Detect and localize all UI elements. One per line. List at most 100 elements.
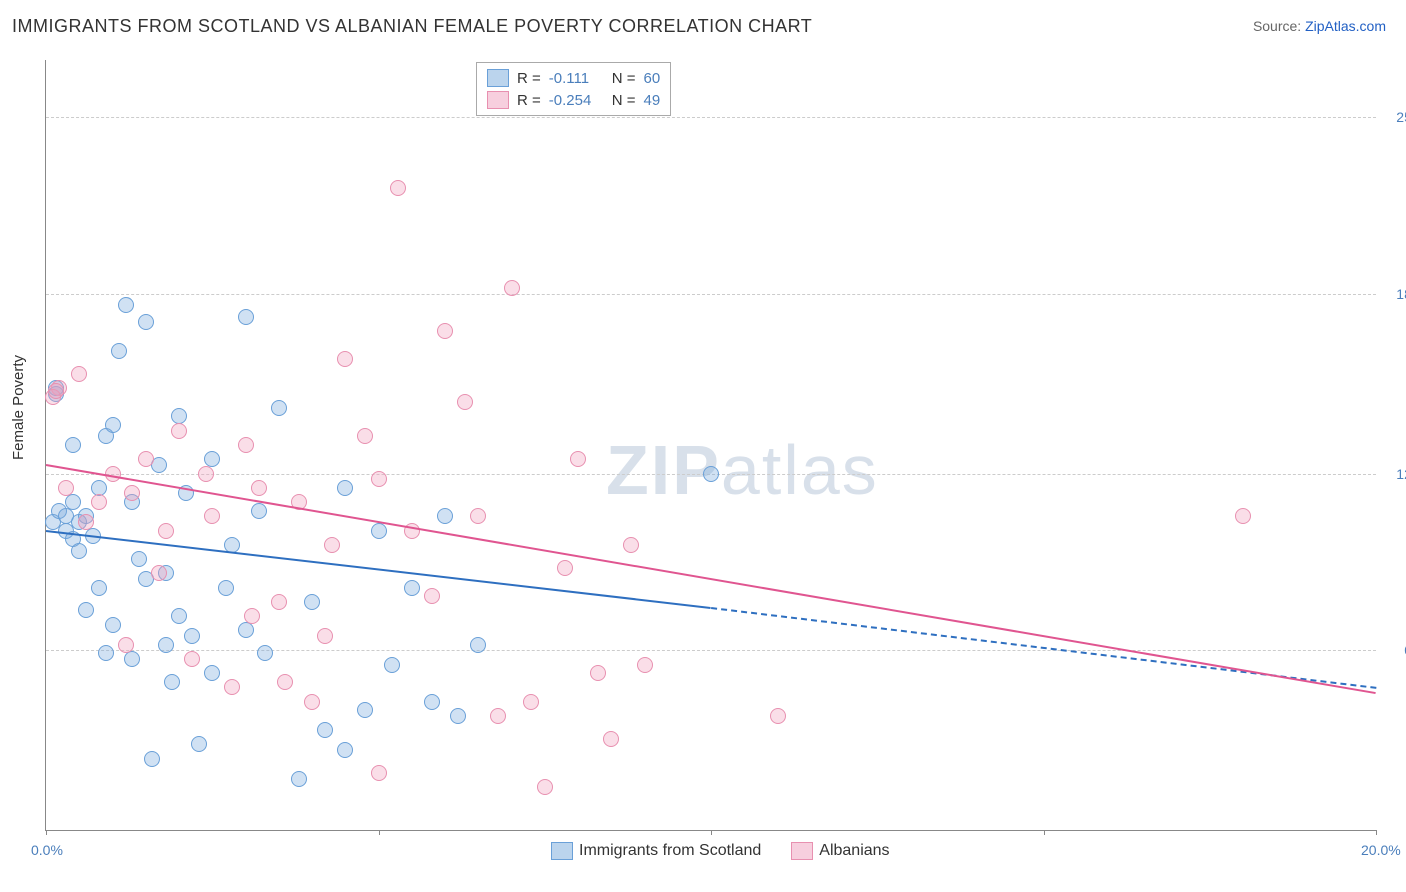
data-point bbox=[118, 637, 134, 653]
data-point bbox=[337, 742, 353, 758]
data-point bbox=[238, 437, 254, 453]
data-point bbox=[78, 602, 94, 618]
legend-label: Albanians bbox=[819, 842, 889, 859]
data-point bbox=[138, 314, 154, 330]
data-point bbox=[357, 428, 373, 444]
data-point bbox=[65, 437, 81, 453]
y-axis-label: Female Poverty bbox=[10, 355, 27, 460]
data-point bbox=[337, 480, 353, 496]
data-point bbox=[244, 608, 260, 624]
data-point bbox=[703, 466, 719, 482]
regression-line bbox=[46, 530, 711, 609]
data-point bbox=[470, 508, 486, 524]
y-tick-label: 18.8% bbox=[1381, 286, 1406, 302]
data-point bbox=[357, 702, 373, 718]
data-point bbox=[144, 751, 160, 767]
regression-line bbox=[711, 607, 1376, 691]
r-value: -0.111 bbox=[549, 70, 604, 87]
data-point bbox=[317, 722, 333, 738]
data-point bbox=[91, 580, 107, 596]
data-point bbox=[138, 451, 154, 467]
x-tick-mark bbox=[711, 830, 712, 835]
n-value: 49 bbox=[644, 92, 661, 109]
data-point bbox=[371, 471, 387, 487]
n-label: N = bbox=[612, 70, 636, 87]
plot-area: ZIPatlas R =-0.111N =60R =-0.254N =49 Im… bbox=[45, 60, 1376, 831]
n-label: N = bbox=[612, 92, 636, 109]
data-point bbox=[48, 383, 64, 399]
data-point bbox=[158, 523, 174, 539]
data-point bbox=[437, 323, 453, 339]
data-point bbox=[158, 637, 174, 653]
data-point bbox=[424, 694, 440, 710]
data-point bbox=[424, 588, 440, 604]
data-point bbox=[1235, 508, 1251, 524]
data-point bbox=[78, 514, 94, 530]
legend-item: Immigrants from Scotland bbox=[551, 842, 761, 860]
gridline bbox=[46, 117, 1376, 118]
n-value: 60 bbox=[644, 70, 661, 87]
data-point bbox=[71, 366, 87, 382]
x-tick-mark bbox=[1044, 830, 1045, 835]
source-label: Source: ZipAtlas.com bbox=[1253, 18, 1386, 34]
data-point bbox=[271, 400, 287, 416]
data-point bbox=[637, 657, 653, 673]
source-prefix: Source: bbox=[1253, 18, 1301, 34]
data-point bbox=[111, 343, 127, 359]
data-point bbox=[504, 280, 520, 296]
data-point bbox=[65, 494, 81, 510]
data-point bbox=[490, 708, 506, 724]
chart-title: IMMIGRANTS FROM SCOTLAND VS ALBANIAN FEM… bbox=[12, 16, 812, 37]
data-point bbox=[184, 628, 200, 644]
x-tick-mark bbox=[46, 830, 47, 835]
data-point bbox=[384, 657, 400, 673]
legend-label: Immigrants from Scotland bbox=[579, 842, 761, 859]
data-point bbox=[537, 779, 553, 795]
data-point bbox=[404, 580, 420, 596]
gridline bbox=[46, 650, 1376, 651]
x-tick-label: 20.0% bbox=[1361, 842, 1401, 858]
y-tick-label: 12.5% bbox=[1381, 466, 1406, 482]
data-point bbox=[204, 508, 220, 524]
data-point bbox=[238, 309, 254, 325]
data-point bbox=[470, 637, 486, 653]
data-point bbox=[603, 731, 619, 747]
data-point bbox=[105, 617, 121, 633]
data-point bbox=[291, 771, 307, 787]
data-point bbox=[184, 651, 200, 667]
y-tick-label: 25.0% bbox=[1381, 109, 1406, 125]
data-point bbox=[450, 708, 466, 724]
data-point bbox=[337, 351, 353, 367]
data-point bbox=[105, 417, 121, 433]
r-label: R = bbox=[517, 92, 541, 109]
data-point bbox=[257, 645, 273, 661]
data-point bbox=[457, 394, 473, 410]
data-point bbox=[198, 466, 214, 482]
data-point bbox=[317, 628, 333, 644]
data-point bbox=[98, 645, 114, 661]
data-point bbox=[304, 594, 320, 610]
x-tick-mark bbox=[379, 830, 380, 835]
data-point bbox=[238, 622, 254, 638]
data-point bbox=[131, 551, 147, 567]
source-name[interactable]: ZipAtlas.com bbox=[1305, 18, 1386, 34]
data-point bbox=[277, 674, 293, 690]
data-point bbox=[118, 297, 134, 313]
data-point bbox=[171, 608, 187, 624]
data-point bbox=[251, 503, 267, 519]
legend-swatch bbox=[487, 69, 509, 87]
stats-row: R = -0.111 N = 60 bbox=[487, 67, 660, 89]
data-point bbox=[171, 423, 187, 439]
gridline bbox=[46, 294, 1376, 295]
watermark: ZIPatlas bbox=[606, 430, 879, 510]
data-point bbox=[204, 451, 220, 467]
r-label: R = bbox=[517, 70, 541, 87]
chart-legend: Immigrants from Scotland Albanians bbox=[551, 842, 890, 860]
data-point bbox=[324, 537, 340, 553]
data-point bbox=[124, 651, 140, 667]
data-point bbox=[371, 523, 387, 539]
data-point bbox=[590, 665, 606, 681]
data-point bbox=[164, 674, 180, 690]
data-point bbox=[570, 451, 586, 467]
r-value: -0.254 bbox=[549, 92, 604, 109]
